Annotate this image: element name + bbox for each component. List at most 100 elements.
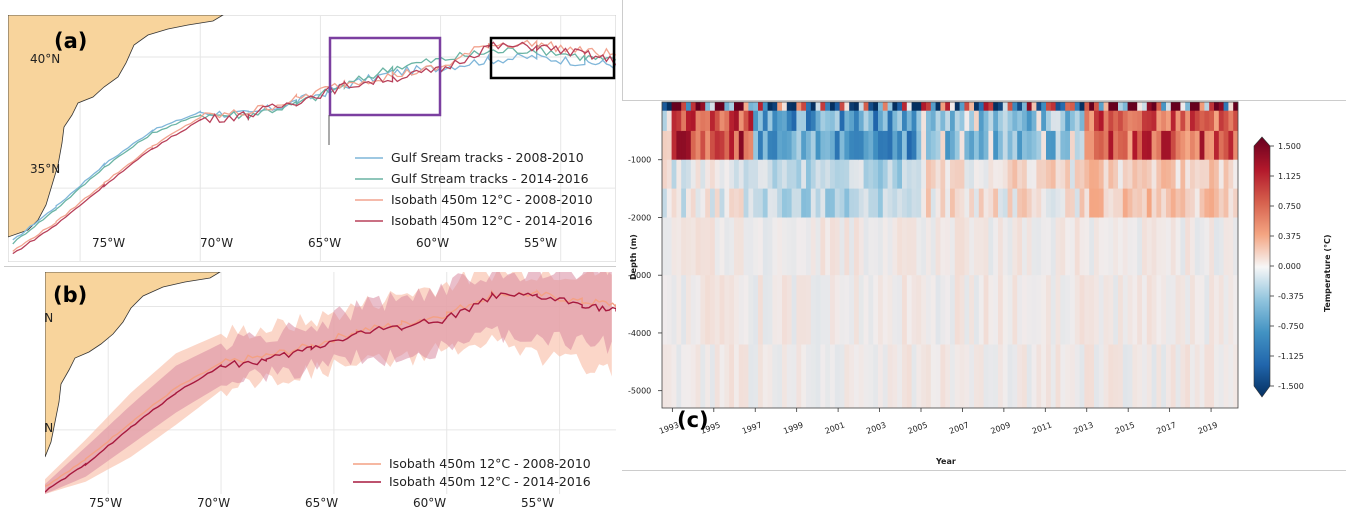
heatmap-cell — [820, 110, 826, 132]
heatmap-cell — [1089, 275, 1095, 346]
heatmap-cell — [930, 344, 937, 408]
heatmap-cell — [1026, 275, 1033, 346]
heatmap-cell — [1103, 110, 1109, 132]
heatmap-cell — [662, 159, 668, 190]
year-tick-label: 2013 — [1072, 420, 1094, 435]
heatmap-cell — [705, 188, 711, 219]
heatmap-cell — [935, 159, 941, 190]
heatmap-cell — [1098, 159, 1105, 190]
heatmap-cell — [729, 110, 735, 132]
heatmap-cell — [714, 275, 721, 346]
heatmap-cell — [782, 102, 788, 112]
heatmap-cell — [758, 159, 764, 190]
heatmap-cell — [1012, 188, 1018, 219]
year-tick-label: 1997 — [741, 420, 763, 435]
uncertainty-band-1 — [45, 272, 612, 494]
heatmap-cell — [1142, 110, 1148, 132]
heatmap-cell — [873, 159, 879, 190]
panel-b: (b) 40°N 35°N Isobath 450m 12°C - 2008-2… — [23, 271, 616, 508]
heatmap-cell — [681, 188, 687, 219]
heatmap-cell — [1166, 275, 1172, 346]
heatmap-cell — [1007, 110, 1013, 132]
heatmap-cell — [1156, 110, 1162, 132]
heatmap-cell — [772, 102, 778, 112]
heatmap-cell — [1132, 110, 1138, 132]
heatmap-cell — [897, 275, 903, 346]
heatmap-cell — [1142, 159, 1148, 190]
heatmap-cell — [1151, 344, 1157, 408]
heatmap-cell — [998, 275, 1004, 346]
heatmap-cell — [1060, 344, 1066, 408]
heatmap-cell — [1098, 110, 1105, 132]
colorbar-tick-label: -0.375 — [1278, 292, 1304, 301]
heatmap-cell — [916, 344, 922, 408]
heatmap-cell — [681, 159, 687, 190]
heatmap-cell — [714, 217, 721, 276]
heatmap-cell — [724, 102, 730, 112]
heatmap-cell — [921, 110, 927, 132]
heatmap-cell — [1170, 159, 1177, 190]
heatmap-cell — [858, 188, 865, 219]
heatmap-cell — [911, 344, 917, 408]
heatmap-cell — [1151, 217, 1157, 276]
heatmap-cell — [844, 102, 850, 112]
heatmap-cell — [1170, 130, 1177, 161]
heatmap-cell — [820, 130, 826, 161]
heatmap-cell — [1151, 159, 1157, 190]
heatmap-cell — [887, 217, 893, 276]
heatmap-cell — [1127, 217, 1133, 276]
heatmap-cell — [1002, 217, 1009, 276]
heatmap-cell — [719, 275, 725, 346]
heatmap-cell — [945, 275, 951, 346]
heatmap-cell — [830, 159, 836, 190]
heatmap-cell — [1137, 110, 1143, 132]
heatmap-cell — [1228, 159, 1234, 190]
heatmap-cell — [796, 102, 802, 112]
heatmap-cell — [834, 188, 841, 219]
heatmap-cell — [1175, 275, 1181, 346]
heatmap-cell — [748, 130, 754, 161]
heatmap-cell — [882, 275, 889, 346]
heatmap-cell — [758, 130, 764, 161]
heatmap-cell — [1007, 159, 1013, 190]
heatmap-cell — [1228, 188, 1234, 219]
heatmap-cell — [719, 188, 725, 219]
heatmap-cell — [1113, 188, 1119, 219]
heatmap-cell — [978, 344, 985, 408]
heatmap-cell — [844, 275, 850, 346]
lat-tick-b-35: 35°N — [45, 421, 53, 435]
heatmap-cell — [767, 110, 773, 132]
heatmap-cell — [1007, 130, 1013, 161]
heatmap-cell — [1060, 275, 1066, 346]
heatmap-cell — [1017, 344, 1023, 408]
heatmap-cell — [1146, 217, 1153, 276]
heatmap-cell — [1050, 344, 1057, 408]
heatmap-cell — [930, 217, 937, 276]
heatmap-cell — [1113, 344, 1119, 408]
heatmap-cell — [815, 344, 821, 408]
heatmap-cell — [695, 188, 701, 219]
heatmap-cell — [676, 275, 682, 346]
heatmap-cell — [772, 344, 778, 408]
heatmap-cell — [1055, 159, 1061, 190]
legend-label-b-1: Isobath 450m 12°C - 2014-2016 — [389, 474, 591, 489]
heatmap-cell — [1127, 188, 1133, 219]
heatmap-cell — [1146, 110, 1153, 132]
heatmap-cell — [1156, 102, 1162, 112]
heatmap-cell — [950, 275, 956, 346]
heatmap-cell — [686, 188, 692, 219]
heatmap-cell — [666, 188, 673, 219]
heatmap-cell — [1089, 344, 1095, 408]
heatmap-cell — [1036, 217, 1042, 276]
heatmap-cell — [1084, 217, 1090, 276]
heatmap-cell — [1103, 130, 1109, 161]
heatmap-cell — [906, 159, 913, 190]
heatmap-cell — [1180, 275, 1186, 346]
heatmap-cell — [1046, 275, 1052, 346]
heatmap-cell — [1170, 344, 1177, 408]
heatmap-cell — [705, 102, 711, 112]
heatmap-cell — [834, 159, 841, 190]
heatmap-cell — [1060, 110, 1066, 132]
heatmap-cell — [1108, 130, 1114, 161]
heatmap-cell — [964, 159, 970, 190]
